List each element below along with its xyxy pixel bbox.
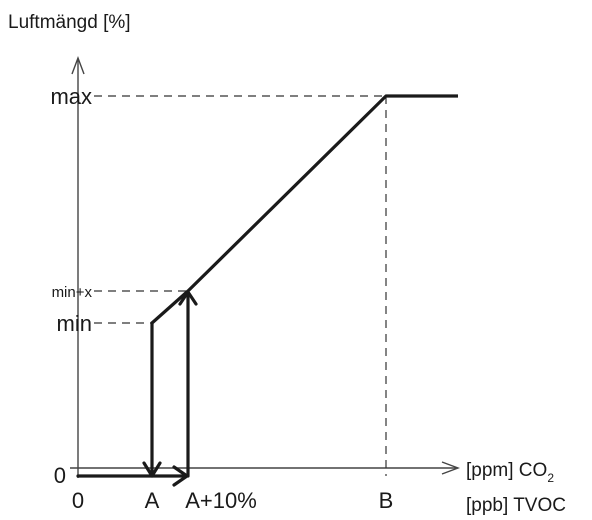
x-axis-title-unit: [ppm] CO: [466, 460, 547, 481]
control-curve: [150, 94, 458, 325]
level-min-plus-x-label: min+x: [52, 284, 93, 301]
guide-lines: [94, 95, 387, 476]
axes: [70, 56, 460, 478]
arrow-rise-at-a-plus-10-head: [178, 290, 198, 306]
x-tick-b: B: [379, 488, 394, 513]
level-max-label: max: [50, 84, 92, 109]
y-axis-title: Luftmängd [%]: [8, 12, 131, 33]
x-axis-title-line2: [ppb] TVOC: [466, 495, 566, 516]
hysteresis-arrows: [76, 290, 198, 487]
level-zero-label: 0: [54, 463, 66, 488]
level-min-label: min: [57, 311, 92, 336]
x-tick-a-plus-10: A+10%: [185, 488, 257, 513]
x-axis-title-subscript: 2: [547, 471, 554, 485]
x-axis-arrowhead: [441, 461, 460, 475]
x-axis-title-line1: [ppm] CO2: [466, 460, 554, 485]
x-tick-a: A: [145, 488, 160, 513]
arrow-drop-at-a-head: [142, 461, 162, 478]
x-tick-zero: 0: [72, 488, 84, 513]
y-axis-arrowhead: [71, 56, 85, 75]
